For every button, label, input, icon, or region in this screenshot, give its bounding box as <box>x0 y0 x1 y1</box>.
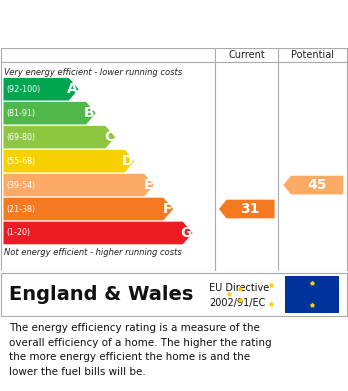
Text: The energy efficiency rating is a measure of the
overall efficiency of a home. T: The energy efficiency rating is a measur… <box>9 323 271 377</box>
Polygon shape <box>3 174 154 196</box>
Text: Potential: Potential <box>291 50 334 60</box>
Bar <box>285 276 339 313</box>
Text: A: A <box>67 82 78 96</box>
Text: 31: 31 <box>240 202 260 216</box>
Text: (1-20): (1-20) <box>6 228 30 237</box>
Text: Not energy efficient - higher running costs: Not energy efficient - higher running co… <box>4 248 182 257</box>
Text: England & Wales: England & Wales <box>9 285 193 304</box>
Text: (69-80): (69-80) <box>6 133 35 142</box>
Text: EU Directive: EU Directive <box>209 283 269 292</box>
Text: C: C <box>104 130 114 144</box>
Polygon shape <box>3 126 115 149</box>
Text: 2002/91/EC: 2002/91/EC <box>209 298 265 308</box>
Text: Current: Current <box>228 50 265 60</box>
Text: Very energy efficient - lower running costs: Very energy efficient - lower running co… <box>4 68 182 77</box>
Polygon shape <box>3 150 134 172</box>
Text: B: B <box>84 106 95 120</box>
Polygon shape <box>3 78 79 100</box>
Text: (92-100): (92-100) <box>6 85 40 94</box>
Polygon shape <box>3 222 192 244</box>
Polygon shape <box>283 176 343 194</box>
Text: E: E <box>143 178 153 192</box>
Text: D: D <box>122 154 133 168</box>
Text: Energy Efficiency Rating: Energy Efficiency Rating <box>9 16 219 31</box>
Text: 45: 45 <box>307 178 326 192</box>
Polygon shape <box>219 200 275 218</box>
Text: (39-54): (39-54) <box>6 181 35 190</box>
Text: (21-38): (21-38) <box>6 204 35 213</box>
Text: F: F <box>163 202 172 216</box>
Text: (55-68): (55-68) <box>6 156 35 166</box>
Text: G: G <box>180 226 191 240</box>
Polygon shape <box>3 198 173 221</box>
Polygon shape <box>3 102 96 124</box>
Text: (81-91): (81-91) <box>6 109 35 118</box>
